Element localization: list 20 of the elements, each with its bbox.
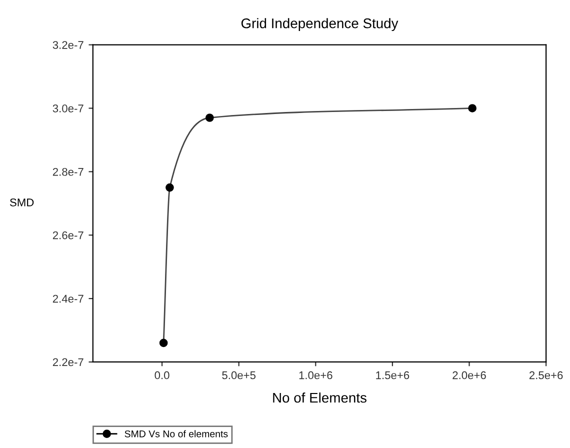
y-tick-label: 2.8e-7 (52, 168, 84, 176)
y-tick-label: 3.0e-7 (52, 104, 84, 112)
y-tick-label: 2.4e-7 (52, 294, 84, 303)
x-tick-label: 2.0e+6 (452, 371, 486, 380)
x-axis-title: No of Elements (273, 392, 366, 403)
point (159, 338, 168, 348)
y-tick-label: 2.6e-7 (52, 231, 84, 240)
y-tick-label: 2.2e-7 (52, 358, 84, 366)
point (166, 183, 174, 192)
legend-label: SMD Vs No of elements (124, 430, 228, 438)
y-tick-label: 3.2e-7 (52, 41, 84, 49)
chart-title: Grid Independence Study (241, 18, 398, 32)
x-tick-label: 0.0 (154, 371, 170, 380)
y-axis-title: SMD (10, 198, 34, 206)
point (205, 114, 214, 122)
x-tick-label: 2.5e+6 (529, 371, 563, 380)
x-tick-label: 1.0e+6 (299, 371, 332, 380)
x-tick-label: 5.0e+5 (222, 371, 256, 380)
x-tick-label: 1.5e+6 (376, 371, 410, 380)
point (468, 104, 476, 112)
